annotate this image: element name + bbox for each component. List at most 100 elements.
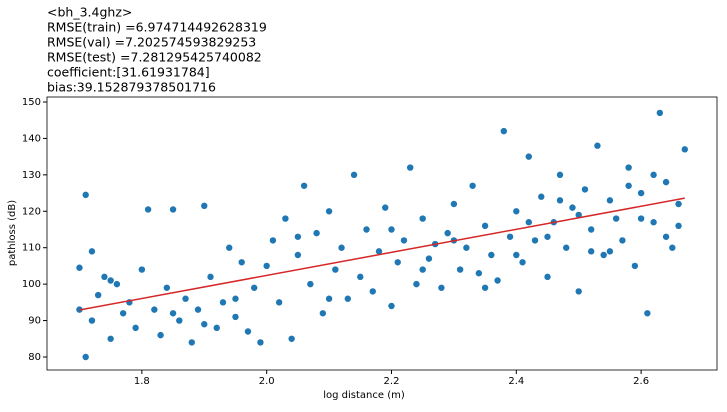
y-axis-label: pathloss (dB) (7, 200, 18, 266)
scatter-point (587, 226, 595, 233)
scatter-point (619, 237, 626, 244)
scatter-point (556, 171, 564, 179)
scatter-point (169, 310, 177, 317)
scatter-point (538, 193, 545, 200)
scatter-point (388, 226, 395, 233)
scatter-point (463, 244, 470, 251)
scatter-point (232, 295, 239, 302)
scatter-point (606, 197, 614, 204)
x-tick-label: 2.2 (384, 376, 400, 387)
chart-title: bias:39.152879378501716 (47, 80, 216, 95)
scatter-point (338, 244, 345, 251)
scatter-point (151, 306, 158, 313)
scatter-point (319, 310, 327, 317)
scatter-point (456, 266, 464, 273)
scatter-point (587, 248, 595, 255)
scatter-point (357, 273, 364, 281)
y-tick-label: 100 (22, 279, 41, 290)
scatter-point (656, 109, 664, 117)
scatter-point (82, 353, 89, 361)
scatter-point (644, 310, 651, 317)
scatter-point (213, 324, 220, 332)
scatter-point (107, 335, 114, 342)
scatter-point (419, 266, 426, 273)
scatter-point (163, 284, 171, 291)
scatter-point (132, 324, 139, 332)
scatter-point (226, 244, 233, 251)
scatter-point (419, 215, 426, 222)
x-tick-label: 1.8 (134, 376, 150, 387)
scatter-point (257, 339, 264, 346)
scatter-point (563, 244, 570, 251)
scatter-point (250, 284, 258, 291)
chart-title: coefficient:[31.61931784] (47, 65, 210, 80)
scatter-point (88, 248, 96, 255)
scatter-point (407, 164, 414, 171)
scatter-point (444, 229, 451, 237)
scatter-point (119, 310, 127, 317)
scatter-point (94, 291, 102, 299)
scatter-point (662, 178, 670, 186)
scatter-point (144, 206, 152, 213)
chart-title: RMSE(train) =6.974714492628319 (47, 20, 267, 35)
scatter-point (544, 233, 551, 240)
scatter-point (600, 251, 607, 259)
scatter-point (369, 288, 376, 295)
scatter-point (675, 200, 682, 208)
scatter-point (556, 197, 564, 204)
scatter-point (313, 229, 320, 237)
scatter-point (581, 186, 589, 193)
scatter-point (325, 295, 333, 302)
scatter-point (675, 222, 682, 230)
y-tick-label: 80 (28, 352, 41, 363)
scatter-point (263, 262, 270, 270)
y-tick-label: 140 (22, 133, 41, 144)
scatter-point (569, 204, 576, 211)
x-axis-label: log distance (m) (323, 390, 405, 401)
scatter-point (425, 255, 433, 262)
scatter-point (157, 331, 164, 339)
scatter-point (637, 215, 645, 222)
scatter-point (669, 244, 676, 251)
scatter-point (481, 284, 489, 291)
scatter-point (450, 200, 458, 208)
y-tick-label: 120 (22, 206, 41, 217)
scatter-point (307, 280, 314, 288)
scatter-point (350, 171, 358, 179)
scatter-point (594, 142, 601, 149)
scatter-point (525, 219, 532, 226)
scatter-point (344, 295, 352, 302)
scatter-point (294, 251, 302, 259)
scatter-point (282, 215, 289, 222)
scatter-point (275, 299, 283, 306)
chart-title: <bh_3.4ghz> (47, 5, 132, 20)
scatter-point (188, 339, 195, 346)
scatter-point (194, 306, 202, 313)
chart-title: RMSE(val) =7.202574593829253 (47, 35, 256, 50)
scatter-point (107, 277, 114, 284)
scatter-point (637, 189, 645, 197)
scatter-point (201, 202, 208, 210)
scatter-point (513, 208, 520, 215)
scatter-point (612, 215, 620, 222)
scatter-point (207, 273, 214, 281)
y-tick-label: 130 (22, 170, 41, 181)
scatter-point (519, 259, 526, 266)
scatter-point (244, 328, 252, 335)
scatter-point (294, 233, 302, 240)
y-tick-label: 110 (22, 243, 41, 254)
scatter-point (544, 273, 551, 281)
chart-title: RMSE(test) =7.281295425740082 (47, 50, 262, 65)
scatter-point (101, 273, 108, 281)
scatter-point (438, 284, 445, 291)
scatter-point (531, 237, 539, 244)
scatter-point (488, 251, 495, 259)
scatter-point (388, 302, 395, 310)
scatter-point (525, 153, 532, 160)
y-tick-label: 90 (28, 316, 41, 327)
y-tick-label: 150 (22, 97, 41, 108)
scatter-point (300, 182, 308, 189)
scatter-point (681, 146, 688, 153)
